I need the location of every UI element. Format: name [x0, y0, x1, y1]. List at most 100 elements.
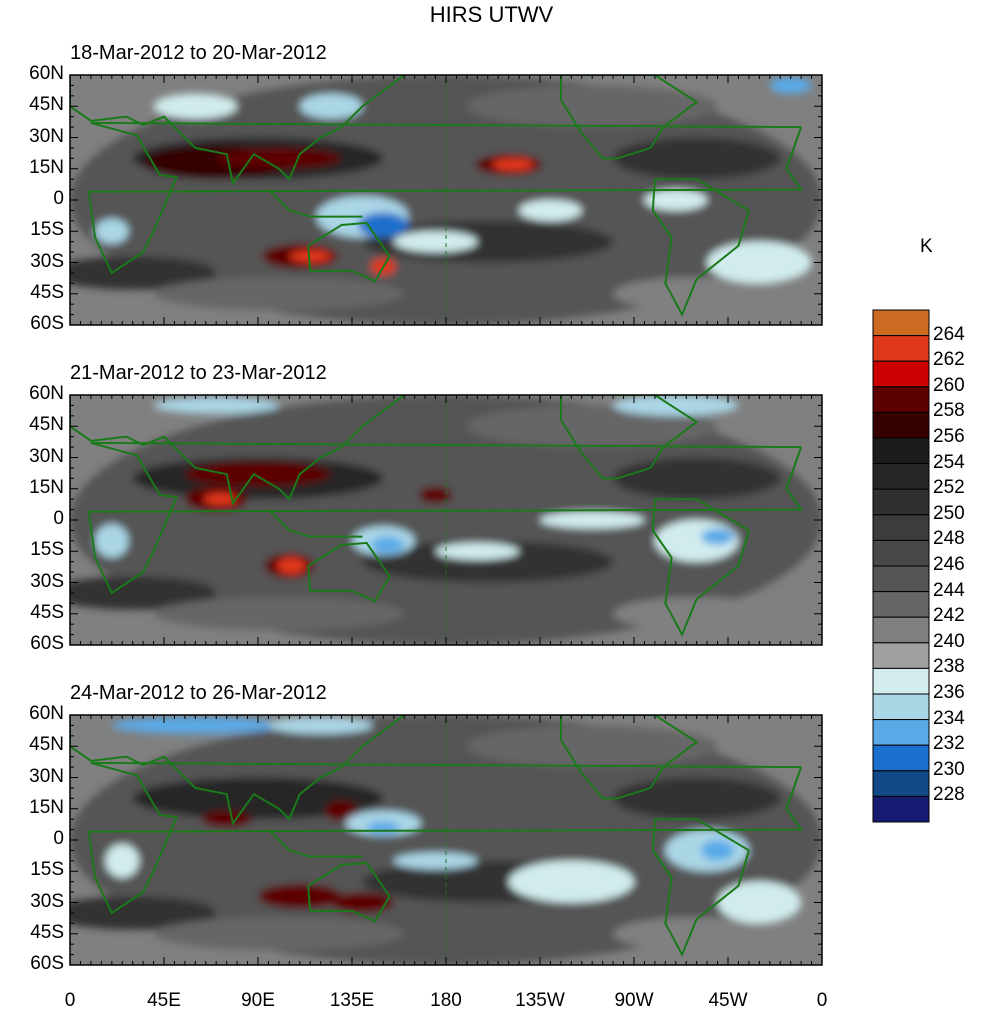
y-tick-label: 60S	[30, 633, 64, 654]
contour-region	[70, 576, 217, 610]
coastline	[87, 441, 804, 595]
y-tick-label: 30N	[29, 125, 64, 147]
coastline	[559, 395, 699, 480]
colorbar-label: 238	[933, 656, 965, 678]
coastline	[70, 715, 405, 826]
contour-region	[95, 218, 129, 244]
contour-region	[362, 540, 614, 583]
coastline	[87, 761, 804, 915]
y-tick-label: 0	[53, 828, 64, 849]
contour-region	[393, 852, 478, 870]
colorbar-box	[872, 770, 930, 797]
contour-region	[466, 725, 718, 768]
contour-region	[613, 277, 781, 311]
coastline	[267, 508, 363, 538]
colorbar-label: 262	[933, 349, 965, 371]
contour-region	[540, 511, 645, 529]
x-tick-label: 180	[430, 990, 462, 1011]
contour-region	[153, 917, 405, 951]
contour-region	[216, 147, 342, 169]
x-tick-label: 0	[816, 990, 828, 1011]
coastline	[559, 715, 699, 800]
contour-region	[331, 892, 394, 913]
y-tick-label: 60S	[30, 953, 64, 974]
x-tick-label: 90W	[614, 990, 654, 1011]
y-tick-label: 60N	[29, 383, 64, 404]
y-tick-label: 45S	[30, 601, 64, 623]
contour-region	[613, 917, 781, 951]
contour-region	[613, 777, 781, 820]
contour-region	[289, 250, 332, 263]
coastline	[651, 818, 751, 957]
contour-region	[299, 93, 363, 119]
coastline	[307, 541, 391, 603]
x-tick-label: 90E	[241, 990, 275, 1011]
contour-region	[70, 256, 217, 290]
contour-region	[324, 800, 359, 822]
contour-region	[613, 395, 739, 416]
x-tick-label: 45E	[147, 990, 181, 1011]
colorbar-label: 248	[933, 528, 965, 550]
coastline	[267, 828, 363, 858]
figure-title: HIRS UTWV	[429, 2, 554, 27]
contour-region	[613, 457, 781, 500]
map-panel-1	[70, 75, 822, 325]
coastline	[307, 861, 391, 923]
colorbar-box	[872, 693, 930, 721]
y-tick-label: 0	[53, 508, 64, 529]
contour-region	[358, 212, 409, 238]
colorbar-label: 256	[933, 426, 965, 447]
colorbar-label: 258	[933, 400, 965, 422]
contour-region	[418, 486, 453, 504]
colorbar-label: 232	[933, 733, 965, 755]
contour-region	[613, 137, 781, 180]
contour-region	[203, 492, 238, 506]
colorbar-box	[872, 744, 930, 772]
contour-region	[258, 883, 342, 909]
colorbar-label: 230	[933, 758, 965, 780]
contour-region	[184, 461, 332, 487]
colorbar-box	[872, 514, 930, 541]
contour-region	[111, 717, 279, 734]
colorbar-box	[872, 667, 930, 695]
contour-region	[769, 77, 812, 94]
colorbar-box	[872, 488, 930, 516]
x-tick-label: 135W	[515, 990, 565, 1011]
colorbar-box	[872, 309, 930, 337]
y-tick-label: 45N	[29, 734, 64, 756]
y-tick-label: 15N	[29, 796, 64, 818]
colorbar-label: 234	[933, 707, 965, 729]
coastline	[70, 75, 405, 186]
contour-region	[491, 158, 534, 171]
contour-region	[70, 896, 217, 930]
y-tick-label: 30S	[30, 250, 64, 272]
colorbar-box	[872, 591, 930, 618]
contour-region	[508, 860, 634, 903]
contour-region	[153, 93, 238, 119]
y-tick-label: 30S	[30, 570, 64, 592]
y-tick-label: 60S	[30, 313, 64, 334]
colorbar-box	[872, 335, 930, 362]
coastline	[70, 395, 405, 506]
contour-region	[153, 397, 279, 414]
colorbar-label: 228	[933, 784, 965, 806]
y-tick-label: 60N	[29, 63, 64, 84]
y-tick-label: 15S	[30, 219, 64, 241]
coastline	[559, 75, 699, 160]
y-tick-label: 45N	[29, 94, 64, 116]
contour-region	[466, 405, 718, 448]
colorbar-label: 240	[933, 630, 965, 652]
colorbar-label: 242	[933, 605, 965, 627]
colorbar-box	[872, 719, 930, 746]
y-tick-label: 30N	[29, 765, 64, 787]
y-tick-label: 45S	[30, 921, 64, 943]
colorbar-box	[872, 795, 930, 823]
contour-region	[276, 557, 307, 575]
x-tick-label: 135E	[329, 990, 375, 1011]
colorbar-label: 264	[933, 323, 965, 345]
y-tick-label: 15N	[29, 476, 64, 498]
y-tick-label: 15S	[30, 859, 64, 881]
colorbar-label: 244	[933, 579, 965, 601]
colorbar-box	[872, 642, 930, 669]
coastline	[267, 188, 363, 218]
